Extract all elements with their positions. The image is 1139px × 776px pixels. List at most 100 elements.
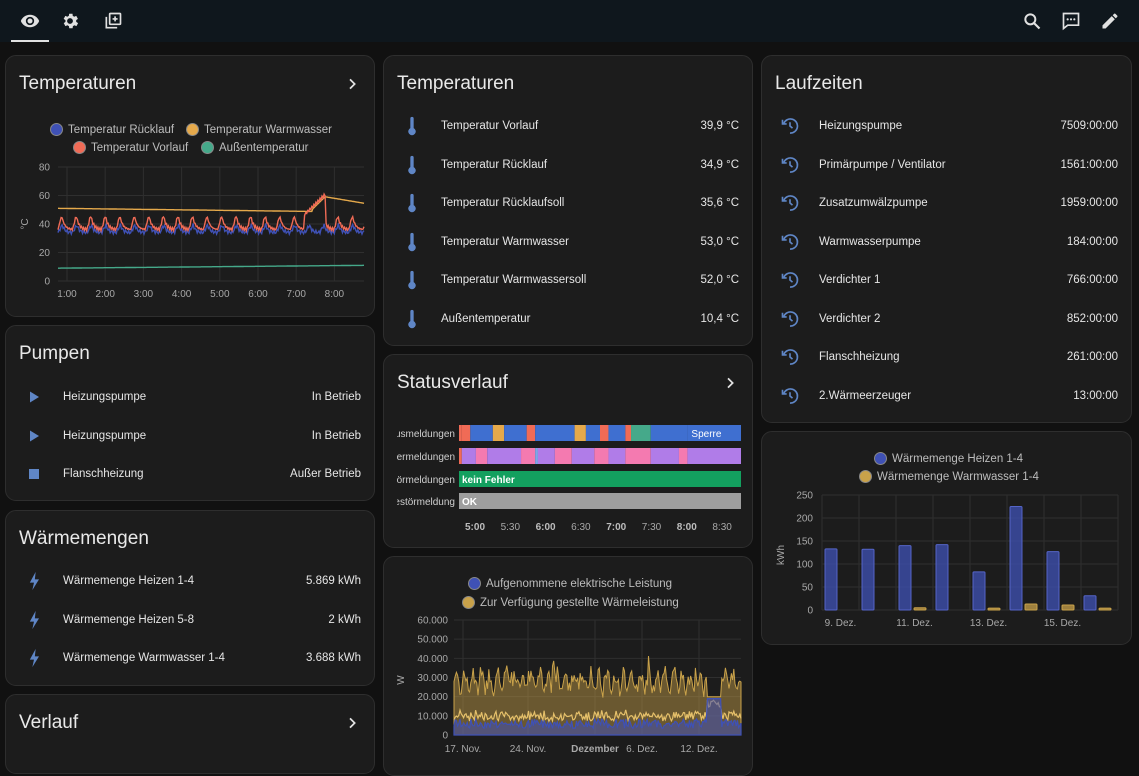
- entity-name: Wärmemenge Heizen 1-4: [63, 575, 195, 587]
- tick-label: 50.000: [417, 635, 448, 646]
- legend-item[interactable]: Temperatur Vorlauf: [73, 141, 188, 154]
- card-title: Statusverlauf: [397, 372, 508, 393]
- tick-label: 8:30: [712, 522, 732, 533]
- tick-label: 7:00: [606, 522, 626, 533]
- search-icon[interactable]: [1020, 9, 1044, 33]
- entity-value: 10,4 °C: [700, 312, 739, 325]
- timeline-segment: [554, 448, 572, 464]
- pencil-icon[interactable]: [1098, 9, 1122, 33]
- tick-label: 200: [796, 514, 813, 525]
- tick-label: 150: [796, 537, 813, 548]
- chevron-right-icon[interactable]: [344, 76, 360, 92]
- entity-row[interactable]: Wärmemenge Warmwasser 1-4 3.688 kWh: [6, 643, 374, 673]
- series-line: [57, 192, 365, 234]
- tick-label: 6:30: [571, 522, 591, 533]
- stop-icon: [24, 464, 44, 484]
- legend-label: Aufgenommene elektrische Leistung: [486, 577, 673, 590]
- bar-warmwasser: [1061, 604, 1075, 611]
- entity-row[interactable]: Heizungspumpe In Betrieb: [6, 382, 374, 412]
- thermometer-icon: [402, 232, 422, 252]
- chevron-right-icon[interactable]: [344, 715, 360, 731]
- entity-row[interactable]: Temperatur Vorlauf 39,9 °C: [384, 111, 752, 141]
- timeline-segment: [594, 448, 609, 464]
- tick-label: 100: [796, 560, 813, 571]
- legend-dot-icon: [462, 596, 475, 609]
- assist-icon[interactable]: [1059, 9, 1083, 33]
- chevron-right-icon[interactable]: [722, 375, 738, 391]
- gear-icon[interactable]: [58, 9, 82, 33]
- entity-row[interactable]: Primärpumpe / Ventilator 1561:00:00: [762, 150, 1131, 180]
- temperature-line-chart: 0 20 40 60 80 1:00 2:00 3:00 4:00 5:00 6:00 7:00 8:0…: [20, 163, 365, 300]
- entity-name: Temperatur Vorlauf: [441, 120, 539, 132]
- legend-item[interactable]: Wärmemenge Heizen 1-4: [874, 452, 1023, 465]
- entity-row[interactable]: Flanschheizung 261:00:00: [762, 342, 1131, 372]
- entity-name: Heizungspumpe: [819, 120, 903, 132]
- tick-label: 0: [44, 277, 50, 288]
- tick-label: 0: [442, 731, 448, 742]
- waermemengen-bar-chart: 0 50 100 150 200 250 kWh 9. Dez. 11. Dez. 13. Dez…: [776, 491, 1119, 629]
- legend-item[interactable]: Wärmemenge Warmwasser 1-4: [859, 470, 1039, 483]
- bar-warmwasser: [1024, 603, 1038, 611]
- bar-heizen: [1009, 506, 1023, 611]
- clock-history-icon: [780, 270, 800, 290]
- entity-row[interactable]: Außentemperatur 10,4 °C: [384, 304, 752, 334]
- tick-label: 5:30: [501, 522, 521, 533]
- series-line: [58, 264, 364, 269]
- entity-row[interactable]: Heizungspumpe 7509:00:00: [762, 111, 1131, 141]
- timeline-segment: [537, 448, 555, 464]
- tick-label: 7:30: [642, 522, 662, 533]
- entity-row[interactable]: Verdichter 2 852:00:00: [762, 304, 1131, 334]
- entity-row[interactable]: Zusatzumwälzpumpe 1959:00:00: [762, 188, 1131, 218]
- segment-label: OK: [462, 497, 478, 508]
- verlauf-card[interactable]: Verlauf: [5, 694, 375, 774]
- tick-label: 60: [39, 191, 51, 202]
- timeline-segment: [687, 448, 741, 464]
- entity-row[interactable]: 2.Wärmeerzeuger 13:00:00: [762, 381, 1131, 411]
- entity-value: 2 kWh: [328, 613, 361, 626]
- legend-item[interactable]: Aufgenommene elektrische Leistung: [468, 577, 672, 590]
- timeline-segment: [600, 425, 609, 441]
- entity-row[interactable]: Wärmemenge Heizen 1-4 5.869 kWh: [6, 566, 374, 596]
- axis-label: °C: [20, 218, 31, 229]
- row-label: Störmeldungen: [387, 475, 455, 486]
- add-card-icon[interactable]: [101, 9, 125, 33]
- entity-name: 2.Wärmeerzeuger: [819, 389, 912, 402]
- timeline-segment: [459, 493, 741, 509]
- clock-history-icon: [780, 155, 800, 175]
- entity-row[interactable]: Wärmemenge Heizen 5-8 2 kWh: [6, 605, 374, 635]
- entity-row[interactable]: Warmwasserpumpe 184:00:00: [762, 227, 1131, 257]
- tick-label: 40.000: [417, 654, 448, 665]
- entity-row[interactable]: Temperatur Warmwassersoll 52,0 °C: [384, 265, 752, 295]
- laufzeiten-card: Laufzeiten Heizungspumpe 7509:00:00 Primär…: [761, 55, 1132, 423]
- entity-row[interactable]: Heizungspumpe In Betrieb: [6, 421, 374, 451]
- tick-label: 2:00: [95, 289, 115, 300]
- series-line: [453, 699, 742, 724]
- lightning-icon: [24, 648, 44, 668]
- legend-label: Temperatur Vorlauf: [91, 141, 189, 154]
- temperature-list-card: Temperaturen Temperatur Vorlauf 39,9 °C Te…: [383, 55, 753, 346]
- entity-value: 52,0 °C: [700, 274, 739, 286]
- thermometer-icon: [402, 155, 422, 175]
- entity-name: Temperatur Rücklauf: [441, 158, 548, 171]
- legend-item[interactable]: Temperatur Warmwasser: [186, 123, 332, 136]
- entity-row[interactable]: Temperatur Rücklaufsoll 35,6 °C: [384, 188, 752, 218]
- bar-warmwasser: [913, 607, 927, 611]
- entity-name: Heizungspumpe: [63, 391, 147, 403]
- entity-row[interactable]: Temperatur Rücklauf 34,9 °C: [384, 150, 752, 180]
- legend-item[interactable]: Temperatur Rücklauf: [50, 123, 174, 136]
- entity-row[interactable]: Flanschheizung Außer Betrieb: [6, 459, 374, 489]
- pumpen-card: Pumpen Heizungspumpe In Betrieb Heizungspu…: [5, 325, 375, 501]
- tick-label: 80: [39, 163, 51, 174]
- entity-name: Verdichter 1: [819, 274, 881, 286]
- tick-label: 250: [796, 491, 813, 502]
- legend-item[interactable]: Außentemperatur: [201, 141, 309, 154]
- entity-row[interactable]: Temperatur Warmwasser 53,0 °C: [384, 227, 752, 257]
- tick-label: 6:00: [536, 522, 556, 533]
- eye-icon[interactable]: [18, 9, 42, 33]
- tick-label: 10.000: [417, 711, 448, 722]
- play-icon: [24, 426, 44, 446]
- bar-heizen: [861, 548, 875, 611]
- legend-item[interactable]: Zur Verfügung gestellte Wärmeleistung: [462, 596, 679, 609]
- card-title: Verlauf: [19, 712, 79, 733]
- entity-row[interactable]: Verdichter 1 766:00:00: [762, 265, 1131, 295]
